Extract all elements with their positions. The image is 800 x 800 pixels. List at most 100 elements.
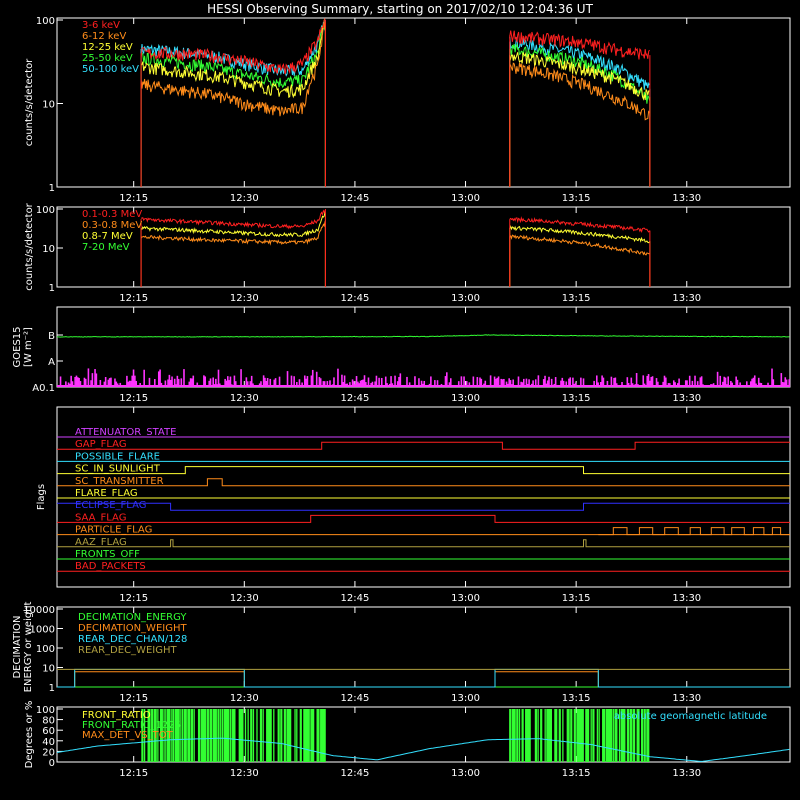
flag-toggle [598, 527, 790, 536]
legend-entry: 0.1-0.3 MeV [82, 209, 142, 220]
x-tick-label: 13:30 [672, 593, 701, 604]
x-tick-label: 12:30 [230, 193, 259, 204]
x-tick-label: 12:15 [119, 593, 148, 604]
y-tick-label: 100 [36, 644, 55, 655]
y-axis-label: Flags [36, 484, 47, 510]
legend-entry: FRONT_RATIO [82, 710, 151, 721]
flag-label: ECLIPSE_FLAG [75, 500, 146, 511]
flag-line-SC_TRANSMITTER [57, 478, 790, 487]
series-line-3-6 keV [509, 30, 650, 60]
flag-label: ATTENUATOR_STATE [75, 427, 176, 438]
y-tick-label: B [48, 331, 55, 342]
flag-label: FRONTS_OFF [75, 549, 140, 560]
x-tick-label: 13:30 [672, 193, 701, 204]
series-line-3-6 keV [140, 18, 326, 75]
panel-frame [56, 406, 791, 588]
series-line-0.8-7 MeV [509, 225, 650, 244]
x-tick-label: 12:30 [230, 393, 259, 404]
x-tick-label: 13:15 [562, 693, 591, 704]
y-axis-label: counts/s/detector [24, 202, 35, 290]
panel-4: 12:15 12:30 12:45 13:00 13:15 13:30 Flags ATTEN… [36, 406, 791, 604]
series-line-0.3-0.8 MeV [140, 221, 326, 246]
decimation-line [57, 668, 790, 688]
x-tick-label: 12:15 [119, 193, 148, 204]
legend-entry: FRONT_RATIO_1225 [82, 720, 181, 731]
x-tick-label: 13:15 [562, 193, 591, 204]
panel-3: 12:15 12:30 12:45 13:00 13:15 13:30 GOES15 [W m… [12, 306, 791, 404]
y-axis-label: Degrees or % [24, 701, 35, 769]
flag-line-ECLIPSE_FLAG [57, 502, 790, 511]
y-tick-label: 1 [49, 683, 55, 694]
y-tick-label: 1 [49, 183, 55, 194]
x-tick-label: 13:00 [451, 768, 480, 779]
panel-frame [56, 206, 791, 288]
series-line-0.1-0.3 MeV [509, 216, 651, 234]
x-tick-label: 13:00 [451, 693, 480, 704]
y-axis-label: counts/s/detector [24, 58, 35, 146]
flag-line-GAP_FLAG [57, 441, 790, 450]
x-tick-label: 13:00 [451, 593, 480, 604]
legend-entry: REAR_DEC_WEIGHT [78, 645, 177, 656]
x-tick-label: 13:30 [672, 768, 701, 779]
x-tick-label: 13:15 [562, 768, 591, 779]
x-tick-label: 13:00 [451, 193, 480, 204]
series-line-12-25 keV [140, 18, 326, 99]
x-tick-label: 12:15 [119, 293, 148, 304]
x-tick-label: 13:30 [672, 393, 701, 404]
annotation-label: absolute geomagnetic latitude [614, 711, 767, 722]
y-tick-label: 80 [42, 716, 55, 727]
flag-label: FLARE_FLAG [75, 488, 138, 499]
series-line-50-100 keV [140, 17, 326, 77]
legend-entry: 6-12 keV [82, 31, 126, 42]
y-axis-label: DECIMATION [12, 615, 23, 678]
flag-line-AAZ_FLAG [57, 539, 790, 548]
legend-entry: DECIMATION_ENERGY [78, 612, 187, 623]
series-line-goes-flux [56, 334, 790, 338]
series-line-0.3-0.8 MeV [509, 234, 650, 256]
flag-label: SC_TRANSMITTER [75, 476, 164, 487]
panels-container: 12:15 12:30 12:45 13:00 13:15 13:30 counts/s/d… [12, 16, 791, 779]
y-tick-label: 60 [42, 726, 55, 737]
geomag-latitude-line [56, 737, 790, 762]
flag-label: SAA_FLAG [75, 512, 126, 523]
x-tick-label: 13:00 [451, 293, 480, 304]
legend-entry: 25-50 keV [82, 53, 133, 64]
panel-frame [56, 706, 791, 763]
y-tick-label: A [48, 357, 55, 368]
panel-2: 12:15 12:30 12:45 13:00 13:15 13:30 counts/s/d… [24, 202, 791, 304]
x-tick-label: 12:45 [341, 393, 370, 404]
legend-entry: 7-20 MeV [82, 242, 130, 253]
y-tick-label: 20 [42, 747, 55, 758]
legend-entry: 12-25 keV [82, 42, 133, 53]
series-line-25-50 keV [140, 21, 326, 89]
x-tick-label: 12:30 [230, 293, 259, 304]
y-tick-label: 40 [42, 737, 55, 748]
x-tick-label: 12:45 [341, 293, 370, 304]
flag-line-SC_IN_SUNLIGHT [57, 466, 790, 475]
x-tick-label: 12:30 [230, 593, 259, 604]
legend-entry: 50-100 keV [82, 64, 139, 75]
y-axis-label-2: ENERGY or weight [23, 602, 34, 693]
x-tick-label: 12:45 [341, 693, 370, 704]
y-tick-label: 10 [42, 100, 55, 111]
x-tick-label: 12:30 [230, 768, 259, 779]
y-tick-label: 10000 [23, 605, 55, 616]
flag-label: SC_IN_SUNLIGHT [75, 464, 161, 475]
y-tick-label: 10 [42, 244, 55, 255]
y-tick-label: 10 [42, 664, 55, 675]
legend-entry: 3-6 keV [82, 20, 120, 31]
decimation-line [57, 671, 790, 688]
series-line-6-12 keV [509, 62, 651, 121]
x-tick-label: 12:15 [119, 393, 148, 404]
legend-entry: MAX_DET_VS_TOT [82, 730, 174, 741]
series-line-0.1-0.3 MeV [140, 209, 326, 230]
y-tick-label: 0 [49, 758, 55, 769]
x-tick-label: 13:30 [672, 293, 701, 304]
x-tick-label: 12:45 [341, 593, 370, 604]
flag-label: PARTICLE_FLAG [75, 525, 152, 536]
flag-label: AAZ_FLAG [75, 537, 127, 548]
x-tick-label: 13:15 [562, 293, 591, 304]
y-axis-label-2: [W m⁻²] [23, 327, 34, 367]
panel-5: 12:15 12:30 12:45 13:00 13:15 13:30 DECIMATION… [12, 602, 791, 704]
